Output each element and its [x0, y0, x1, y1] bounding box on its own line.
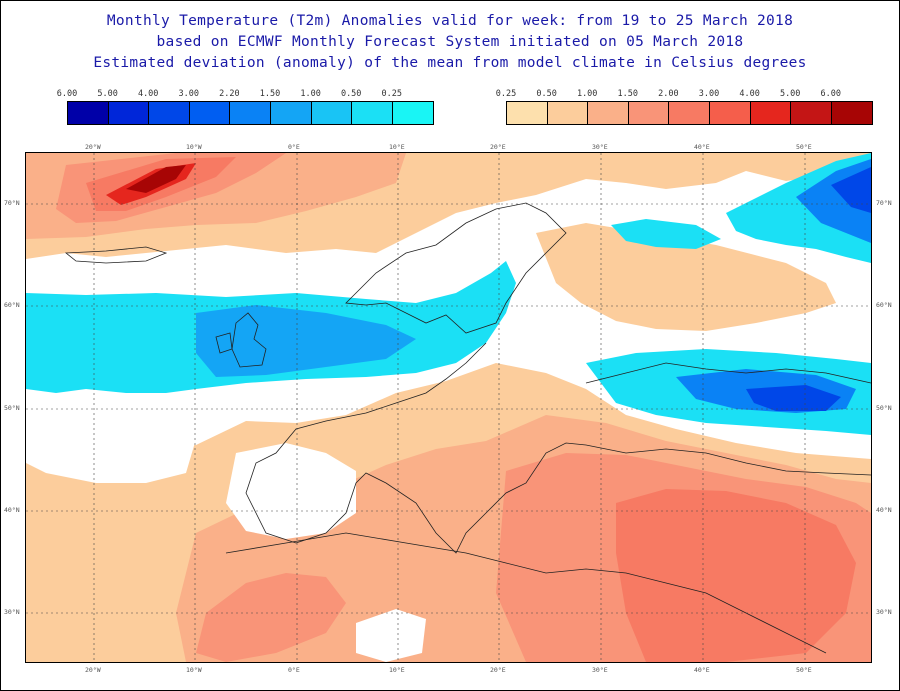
lat-tick-label: 60°N [4, 301, 20, 309]
legend-warm-swatch [791, 102, 832, 124]
title-line-2: based on ECMWF Monthly Forecast System i… [156, 34, 744, 50]
lon-tick-label: 20°W [85, 666, 101, 674]
legend-cold-swatch [108, 102, 150, 124]
lat-tick-label: 70°N [4, 199, 20, 207]
legend-cold-swatch [189, 102, 231, 124]
lat-tick-label: 60°N [876, 301, 892, 309]
lon-tick-label: 40°E [694, 666, 710, 674]
lon-tick-label: 30°E [592, 666, 608, 674]
lon-tick-label: 50°E [796, 143, 812, 151]
legend-warm-label: 1.00 [576, 89, 598, 99]
legend-cold-colorbar [67, 101, 435, 125]
neutral-region-atlantic [26, 413, 196, 483]
legend-cold-swatch [270, 102, 312, 124]
warm-region-turkey [616, 489, 856, 662]
coastlines [64, 202, 871, 654]
title-line-1: Monthly Temperature (T2m) Anomalies vali… [106, 13, 794, 29]
legend-cold-label: 1.50 [259, 89, 281, 99]
legend-warm-label: 6.00 [820, 89, 842, 99]
lat-tick-label: 30°N [876, 608, 892, 616]
legend-warm-label: 4.00 [739, 89, 760, 99]
lat-tick-label: 40°N [876, 506, 892, 514]
legend-warm-label: 1.50 [617, 89, 639, 99]
lat-tick-label: 50°N [4, 404, 20, 412]
lon-tick-label: 50°E [796, 666, 812, 674]
legend-warm-swatch [669, 102, 710, 124]
lon-tick-label: 30°E [592, 143, 608, 151]
lon-tick-label: 40°E [694, 143, 710, 151]
legend-warm-swatch [507, 102, 548, 124]
title-line-3: Estimated deviation (anomaly) of the mea… [93, 55, 807, 71]
cold-region-novaya [611, 219, 721, 249]
legend-cold-swatch [149, 102, 190, 124]
legend-cold-label: 2.20 [219, 89, 240, 99]
legend-cold-swatch [68, 102, 109, 124]
legend-warm-label: 2.00 [658, 89, 679, 99]
lat-tick-label: 30°N [4, 608, 20, 616]
lat-tick-label: 70°N [876, 199, 892, 207]
legend-cold-label: 6.00 [56, 89, 78, 99]
legend-cold-swatch [311, 102, 353, 124]
legend-cold-label: 4.00 [137, 89, 159, 99]
legend-cold-swatch [392, 102, 434, 124]
warm-region-russia [536, 223, 836, 331]
legend-warm-label: 0.25 [495, 89, 517, 99]
warm-region-greenland-5 [126, 165, 186, 193]
lat-tick-label: 40°N [4, 506, 20, 514]
lon-tick-label: 20°E [490, 143, 506, 151]
cold-region-barents-3 [831, 167, 871, 213]
legend-warm-swatch [628, 102, 670, 124]
anomaly-map [25, 152, 872, 663]
legend-warm-swatch [547, 102, 589, 124]
neutral-region-iberia [226, 443, 356, 539]
legend-cold-label: 0.50 [340, 89, 362, 99]
legend-warm-label: 5.00 [779, 89, 801, 99]
lon-tick-label: 10°W [186, 666, 202, 674]
legend-warm-swatch [709, 102, 751, 124]
legend-warm-label: 0.50 [536, 89, 557, 99]
graticule [26, 153, 871, 662]
legend-warm-swatch [588, 102, 629, 124]
legend-cold-swatch [352, 102, 393, 124]
lon-tick-label: 0°E [288, 143, 300, 151]
lat-tick-label: 50°N [876, 404, 892, 412]
legend-cold-label: 0.25 [381, 89, 403, 99]
legend-warm-label: 3.00 [698, 89, 720, 99]
legend-cold-label: 3.00 [178, 89, 200, 99]
lon-tick-label: 20°E [490, 666, 506, 674]
warm-region-iberia-north-africa [196, 573, 346, 662]
legend-warm-swatch [750, 102, 792, 124]
legend-cold-label: 1.00 [300, 89, 321, 99]
legend-cold-swatch [230, 102, 271, 124]
lon-tick-label: 10°E [389, 143, 405, 151]
lon-tick-label: 10°W [186, 143, 202, 151]
cold-region-uk [196, 305, 416, 377]
lon-tick-label: 20°W [85, 143, 101, 151]
anomaly-map-svg [26, 153, 871, 662]
legend-warm-colorbar [506, 101, 874, 125]
cold-region-volga-3 [746, 385, 841, 411]
legend-warm-swatch [831, 102, 873, 124]
legend-cold-label: 5.00 [97, 89, 118, 99]
lon-tick-label: 10°E [389, 666, 405, 674]
lon-tick-label: 0°E [288, 666, 300, 674]
neutral-region-sahara [356, 609, 426, 662]
